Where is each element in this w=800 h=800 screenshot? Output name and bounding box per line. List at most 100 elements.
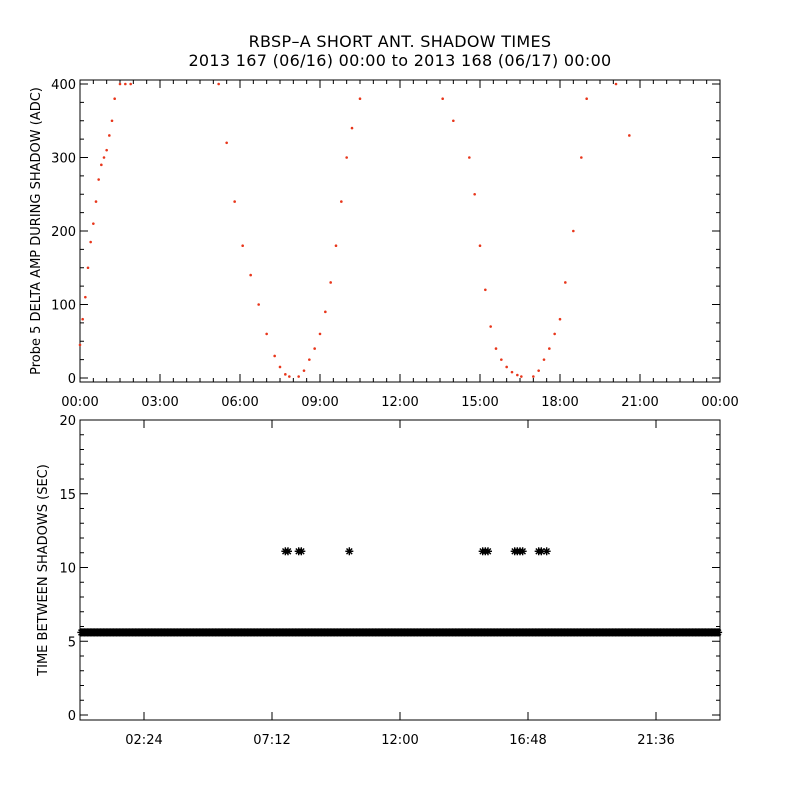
data-point: [516, 373, 519, 377]
x-tick-label: 16:48: [509, 733, 546, 748]
data-point: [257, 303, 260, 306]
data-point: [489, 325, 492, 328]
data-point: [350, 126, 354, 130]
data-point: [249, 273, 252, 277]
data-point: [441, 97, 444, 100]
data-point: [345, 156, 348, 159]
x-tick-label: 07:12: [253, 733, 290, 748]
y-tick-label: 0: [68, 709, 76, 724]
data-point: [500, 358, 503, 361]
data-point: [110, 119, 114, 123]
data-point: [217, 82, 220, 86]
data-point: [564, 281, 567, 284]
gap-point: [297, 547, 306, 556]
x-tick-label: 12:00: [381, 395, 418, 410]
y-tick-label: 300: [51, 152, 76, 167]
data-point: [284, 373, 287, 376]
chart-title: RBSP–A SHORT ANT. SHADOW TIMES: [248, 32, 552, 51]
x-tick-label: 02:24: [125, 733, 162, 748]
data-point: [478, 244, 482, 247]
data-point: [358, 97, 362, 100]
x-tick-label: 18:00: [541, 395, 578, 410]
data-point: [81, 317, 84, 321]
top-panel: 00:00 03:00 06:00 09:00 12:00 15:00 18:00 21:00…: [29, 78, 739, 410]
x-tick-label: 09:00: [301, 395, 338, 410]
data-point: [278, 365, 282, 369]
data-point: [340, 200, 343, 203]
data-point: [484, 288, 487, 292]
data-point: [265, 332, 268, 336]
bottom-panel: 02:24 07:12 12:00 16:48 21:36 0 5 10 15 20 TIME BE…: [36, 414, 723, 748]
chart-subtitle: 2013 167 (06/16) 00:00 to 2013 168 (06/1…: [188, 51, 612, 70]
data-point: [302, 369, 306, 372]
x-tick-label: 00:00: [61, 395, 98, 410]
data-point: [84, 295, 87, 299]
data-point: [118, 82, 122, 86]
data-point: [505, 365, 508, 369]
data-point: [318, 332, 322, 336]
data-point: [313, 347, 316, 350]
data-point: [614, 82, 618, 86]
data-point: [273, 354, 276, 358]
y-tick-label: 10: [59, 562, 76, 577]
y-tick-label: 400: [51, 78, 76, 93]
data-point: [329, 281, 332, 284]
data-point: [334, 244, 338, 247]
gap-point: [345, 547, 354, 556]
data-point: [553, 332, 556, 336]
x-tick-label: 12:00: [381, 733, 418, 748]
y-tick-label: 0: [68, 372, 76, 387]
data-point: [89, 240, 92, 244]
gap-point: [537, 547, 546, 556]
data-point: [78, 343, 82, 347]
data-point: [558, 317, 562, 321]
data-point: [225, 141, 228, 145]
data-point: [532, 375, 535, 378]
gap-point: [542, 547, 551, 556]
x-tick-label: 21:36: [637, 733, 674, 748]
gap-point: [518, 547, 527, 556]
data-point: [585, 97, 588, 100]
data-point: [86, 266, 90, 270]
data-point: [129, 82, 132, 86]
data-point: [105, 148, 108, 152]
data-point: [542, 358, 546, 361]
y-tick-label: 200: [51, 225, 76, 240]
plot-frame: [79, 79, 721, 383]
data-point: [233, 200, 236, 203]
plot-frame: [79, 419, 721, 721]
data-point: [510, 370, 514, 374]
gap-point: [484, 547, 492, 556]
gap-point: [284, 547, 292, 556]
y-axis-label: TIME BETWEEN SHADOWS (SEC): [36, 464, 51, 677]
y-tick-label: 15: [59, 488, 76, 503]
data-point: [628, 134, 631, 137]
data-point: [92, 222, 95, 225]
y-axis-label: Probe 5 DELTA AMP DURING SHADOW (ADC): [29, 87, 44, 375]
y-tick-label: 5: [68, 635, 76, 650]
data-point: [94, 200, 98, 203]
data-point: [324, 310, 327, 314]
data-point: [494, 347, 498, 350]
data-point: [100, 163, 103, 167]
data-point: [537, 369, 540, 372]
data-point: [124, 82, 127, 86]
data-point: [113, 97, 116, 100]
data-point: [108, 134, 111, 137]
data-point: [288, 375, 291, 378]
data-point: [572, 229, 575, 233]
data-point: [548, 347, 551, 350]
data-point: [520, 375, 523, 378]
baseline-point: [714, 628, 723, 637]
data-point: [580, 156, 583, 159]
x-tick-label: 06:00: [221, 395, 258, 410]
data-point: [97, 178, 100, 181]
data-point: [473, 192, 476, 196]
data-point: [297, 375, 300, 378]
x-tick-label: 03:00: [141, 395, 178, 410]
data-point: [308, 358, 311, 361]
data-point: [102, 156, 106, 159]
data-point: [452, 119, 455, 123]
x-tick-label: 00:00: [701, 395, 738, 410]
